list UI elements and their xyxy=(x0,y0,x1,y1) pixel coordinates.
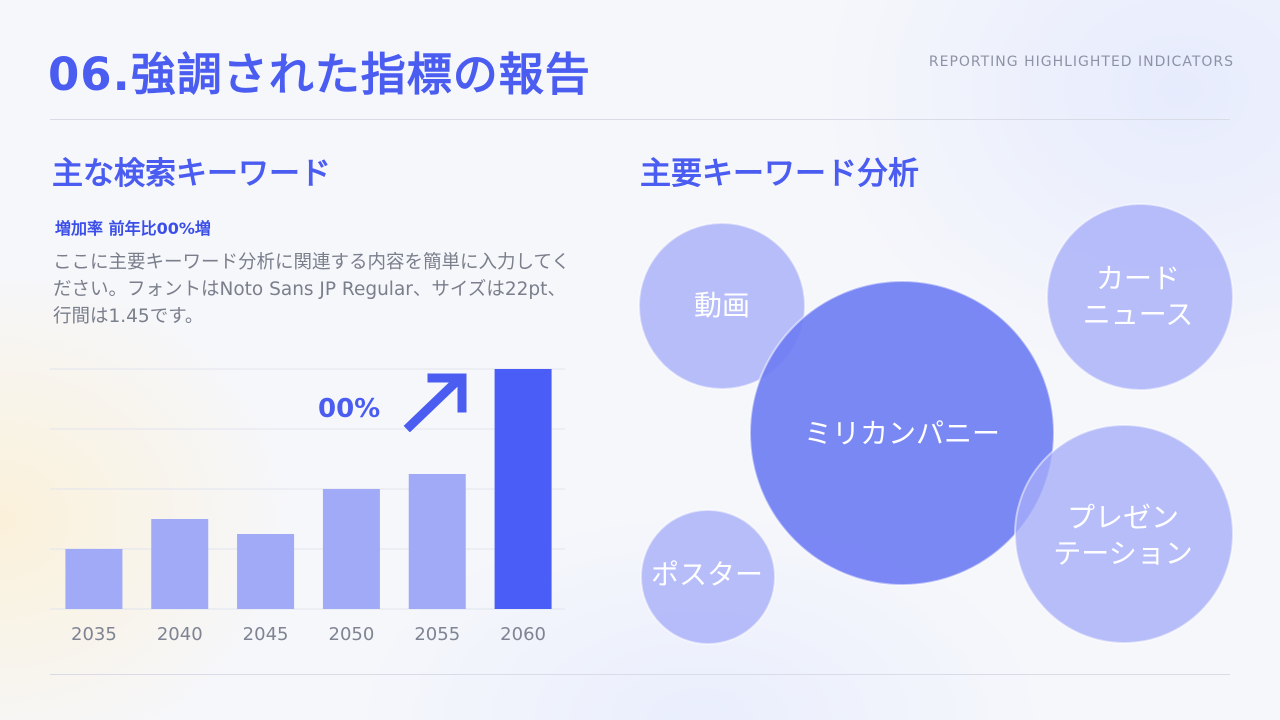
x-tick-label: 2035 xyxy=(71,624,117,645)
bubble-label-company: ミリカンパニー xyxy=(803,417,1001,451)
bar-2035 xyxy=(65,549,123,609)
description-text: ここに主要キーワード分析に関連する内容を簡単に入力してください。フォントはNot… xyxy=(53,252,570,327)
bubble-card-news xyxy=(1046,203,1234,391)
x-tick-label: 2040 xyxy=(157,624,203,645)
bubble-label-presentation: プレゼン テーション xyxy=(1053,501,1193,570)
bar-2055 xyxy=(408,474,466,609)
x-tick-label: 2055 xyxy=(414,624,460,645)
bubble-label-video: 動画 xyxy=(693,289,751,323)
arrow-up-right-icon xyxy=(403,373,467,432)
bubble-video xyxy=(638,222,806,390)
bar-2050 xyxy=(322,489,380,609)
bubble-label-poster: ポスター xyxy=(650,558,764,592)
bubble-company xyxy=(749,280,1055,586)
bubble-poster xyxy=(640,509,776,645)
keyword-bubble-diagram xyxy=(638,203,1234,645)
page-title: 06.強調された指標の報告 xyxy=(48,48,591,101)
x-tick-label: 2045 xyxy=(243,624,289,645)
bar-2045 xyxy=(237,534,295,609)
bar-chart: 2035 2040 2045 2050 2055 2060 xyxy=(50,368,565,645)
keyword-analysis-heading: 主要キーワード分析 xyxy=(640,156,919,192)
highlight-percentage: 00% xyxy=(318,394,381,424)
bubble-label-card-news: カード ニュース xyxy=(1082,262,1194,331)
x-tick-label: 2060 xyxy=(500,624,546,645)
page-subtitle: REPORTING HIGHLIGHTED INDICATORS xyxy=(928,54,1234,70)
x-tick-label: 2050 xyxy=(329,624,375,645)
keyword-section-heading: 主な検索キーワード xyxy=(52,156,331,192)
bar-2060 xyxy=(494,369,552,609)
bottom-divider xyxy=(50,674,1230,675)
bar-2040 xyxy=(151,519,209,609)
bubble-presentation xyxy=(1014,424,1234,644)
growth-rate-label: 増加率 前年比00%増 xyxy=(55,219,211,238)
top-divider xyxy=(50,119,1230,120)
